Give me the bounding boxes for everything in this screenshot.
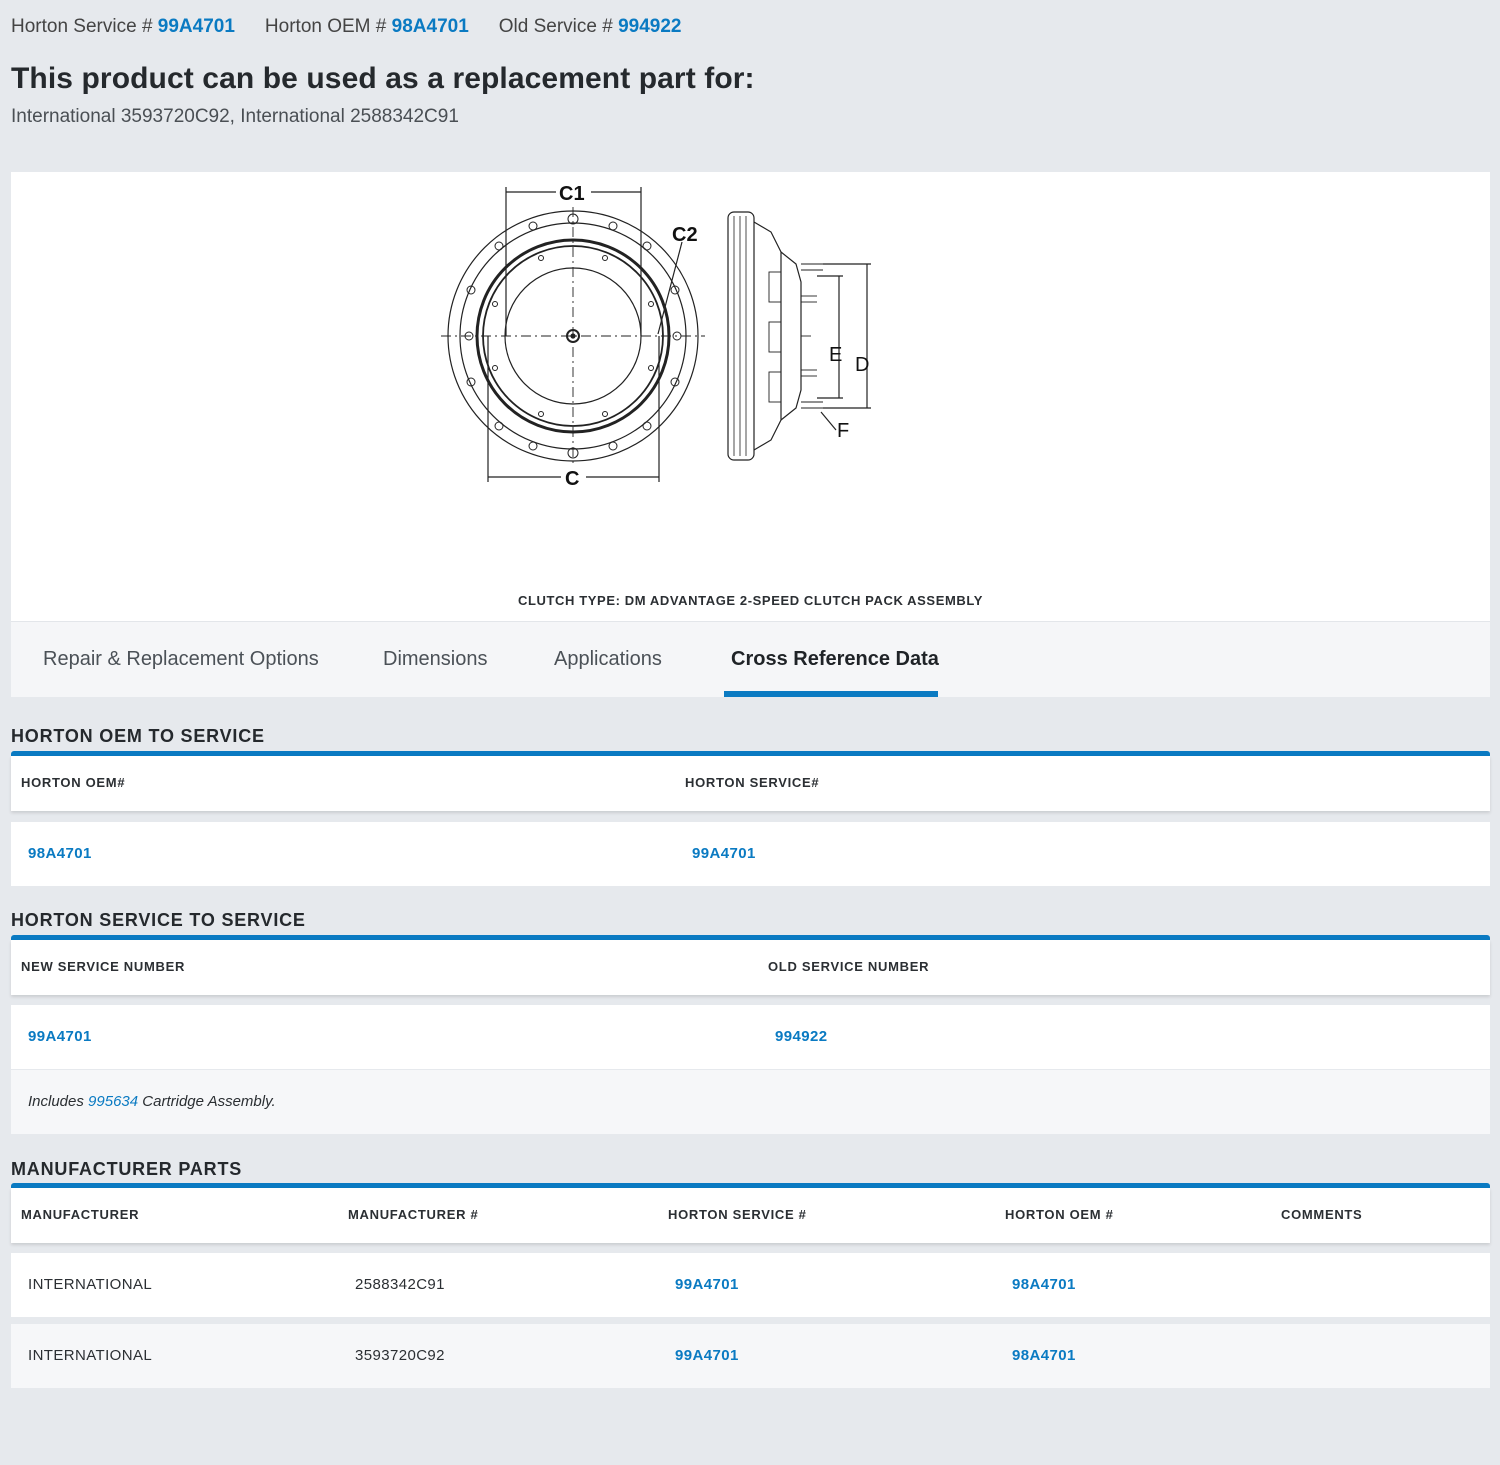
- table-row: INTERNATIONAL 2588342C91 99A4701 98A4701: [11, 1253, 1490, 1317]
- old-service-id: Old Service # 994922: [499, 16, 682, 38]
- column-header-new-service-number: NEW SERVICE NUMBER: [21, 959, 186, 974]
- tab-repair-replacement-options[interactable]: Repair & Replacement Options: [43, 648, 319, 670]
- section-divider: [11, 935, 1490, 940]
- clutch-diagram: C1 C2 C D E F: [441, 183, 871, 490]
- horton-service-link[interactable]: 99A4701: [157, 16, 235, 37]
- active-tab-indicator: [724, 691, 938, 697]
- new-service-number-link[interactable]: 99A4701: [28, 1028, 92, 1045]
- tab-cross-reference-data[interactable]: Cross Reference Data: [731, 648, 939, 670]
- old-service-number-link[interactable]: 994922: [775, 1028, 828, 1045]
- column-header-old-service-number: OLD SERVICE NUMBER: [768, 959, 930, 974]
- tab-applications[interactable]: Applications: [554, 648, 662, 670]
- horton-oem-number-link[interactable]: 98A4701: [1012, 1276, 1076, 1293]
- product-image-card: C1 C2 C D E F: [11, 172, 1490, 621]
- cartridge-note: Includes 995634 Cartridge Assembly.: [28, 1070, 276, 1134]
- diagram-label-c1: C1: [559, 183, 585, 205]
- horton-oem-number-link[interactable]: 98A4701: [1012, 1347, 1076, 1364]
- cartridge-assembly-link[interactable]: 995634: [88, 1093, 139, 1110]
- table-row: 99A4701 994922: [11, 1005, 1490, 1069]
- column-header-horton-oem: HORTON OEM#: [21, 775, 126, 790]
- diagram-label-e: E: [829, 344, 842, 366]
- section-divider: [11, 1183, 1490, 1188]
- section-divider: [11, 751, 1490, 756]
- column-header-horton-service: HORTON SERVICE#: [685, 775, 820, 790]
- horton-oem-id: Horton OEM # 98A4701: [265, 16, 469, 38]
- manufacturer-number-cell: 3593720C92: [355, 1347, 445, 1364]
- tab-bar: Repair & Replacement Options Dimensions …: [11, 621, 1490, 697]
- note-prefix: Includes: [28, 1093, 84, 1110]
- column-header-comments: COMMENTS: [1281, 1207, 1363, 1222]
- page-title: This product can be used as a replacemen…: [11, 62, 755, 95]
- section-title-manufacturer-parts: MANUFACTURER PARTS: [11, 1159, 243, 1179]
- tab-dimensions[interactable]: Dimensions: [383, 648, 488, 670]
- manufacturer-number-cell: 2588342C91: [355, 1276, 445, 1293]
- diagram-label-d: D: [855, 354, 869, 376]
- service-number-link[interactable]: 99A4701: [692, 845, 756, 862]
- horton-oem-label: Horton OEM #: [264, 16, 387, 37]
- diagram-label-c: C: [565, 468, 579, 490]
- horton-service-number-link[interactable]: 99A4701: [675, 1276, 739, 1293]
- horton-service-number-link[interactable]: 99A4701: [675, 1347, 739, 1364]
- section-title-oem-to-service: HORTON OEM TO SERVICE: [11, 726, 265, 746]
- oem-to-service-table-header: HORTON OEM# HORTON SERVICE#: [11, 756, 1490, 811]
- part-identifiers: Horton Service # 99A4701 Horton OEM # 98…: [11, 16, 682, 38]
- old-service-label: Old Service #: [498, 16, 613, 37]
- section-title-service-to-service: HORTON SERVICE TO SERVICE: [11, 910, 306, 930]
- table-row: INTERNATIONAL 3593720C92 99A4701 98A4701: [11, 1324, 1490, 1388]
- clutch-type-caption: CLUTCH TYPE: DM ADVANTAGE 2-SPEED CLUTCH…: [517, 593, 984, 608]
- diagram-label-f: F: [837, 420, 849, 442]
- diagram-label-c2: C2: [672, 224, 698, 246]
- horton-service-label: Horton Service #: [11, 16, 153, 37]
- old-service-link[interactable]: 994922: [618, 16, 682, 37]
- column-header-horton-service-number: HORTON SERVICE #: [668, 1207, 807, 1222]
- manufacturer-cell: INTERNATIONAL: [28, 1347, 153, 1364]
- table-note-row: Includes 995634 Cartridge Assembly.: [11, 1070, 1490, 1134]
- manufacturer-cell: INTERNATIONAL: [28, 1276, 153, 1293]
- table-row: 98A4701 99A4701: [11, 822, 1490, 886]
- column-header-manufacturer: MANUFACTURER: [21, 1207, 140, 1222]
- note-suffix: Cartridge Assembly.: [142, 1093, 276, 1110]
- oem-number-link[interactable]: 98A4701: [28, 845, 92, 862]
- column-header-horton-oem-number: HORTON OEM #: [1005, 1207, 1114, 1222]
- horton-oem-link[interactable]: 98A4701: [391, 16, 469, 37]
- manufacturer-parts-table-header: MANUFACTURER MANUFACTURER # HORTON SERVI…: [11, 1188, 1490, 1243]
- column-header-manufacturer-number: MANUFACTURER #: [348, 1207, 479, 1222]
- horton-service-id: Horton Service # 99A4701: [11, 16, 235, 38]
- replacement-part-list: International 3593720C92, International …: [11, 106, 459, 127]
- service-to-service-table-header: NEW SERVICE NUMBER OLD SERVICE NUMBER: [11, 940, 1490, 995]
